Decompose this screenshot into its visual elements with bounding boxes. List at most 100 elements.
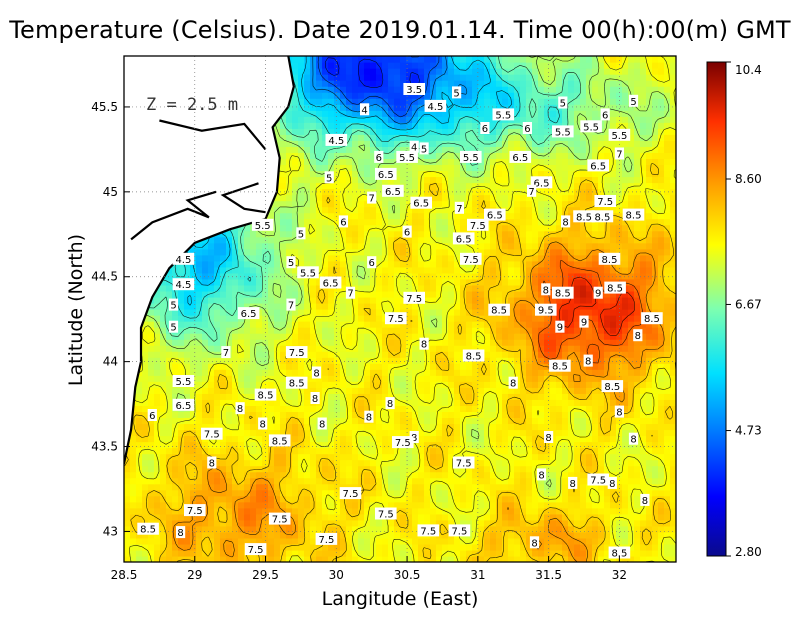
field-cell (220, 513, 227, 521)
field-cell (556, 441, 563, 449)
field-cell (466, 405, 473, 412)
field-cell (232, 405, 239, 412)
field-cell (154, 531, 161, 539)
field-cell (526, 507, 533, 515)
field-cell (406, 339, 413, 346)
field-cell (466, 549, 473, 557)
field-cell (592, 447, 599, 455)
field-cell (526, 327, 533, 334)
field-cell (478, 369, 485, 376)
field-cell (658, 381, 665, 388)
field-cell (220, 501, 227, 509)
field-cell (352, 435, 359, 443)
field-cell (202, 321, 209, 328)
field-cell (166, 507, 173, 515)
field-cell (394, 501, 401, 509)
field-cell (502, 278, 509, 286)
field-cell (460, 290, 467, 298)
field-cell (202, 423, 209, 431)
field-cell (166, 387, 173, 394)
field-cell (190, 248, 197, 256)
field-cell (172, 465, 179, 473)
field-cell (280, 549, 287, 557)
field-cell (346, 429, 353, 437)
field-cell (598, 399, 605, 406)
field-cell (400, 333, 407, 340)
field-cell (346, 242, 353, 250)
field-cell (196, 375, 203, 382)
field-cell (562, 555, 569, 562)
field-cell (304, 507, 311, 515)
field-cell (508, 309, 515, 316)
field-cell (322, 248, 329, 256)
field-cell (556, 242, 563, 250)
field-cell (574, 459, 581, 467)
field-cell (550, 399, 557, 406)
field-cell (304, 501, 311, 509)
field-cell (244, 333, 251, 340)
field-cell (358, 296, 365, 304)
field-cell (292, 327, 299, 334)
field-cell (226, 447, 233, 455)
field-cell (238, 489, 245, 497)
field-cell (370, 236, 377, 244)
field-cell (304, 278, 311, 286)
field-cell (328, 260, 335, 268)
field-cell (550, 296, 557, 304)
field-cell (490, 543, 497, 551)
field-cell (568, 549, 575, 557)
field-cell (622, 363, 629, 370)
field-cell (214, 296, 221, 304)
field-cell (346, 441, 353, 449)
field-cell (658, 465, 665, 473)
field-cell (508, 296, 515, 304)
field-cell (310, 405, 317, 412)
field-cell (286, 537, 293, 545)
field-cell (220, 543, 227, 551)
field-cell (220, 375, 227, 382)
field-cell (460, 477, 467, 485)
field-cell (508, 417, 515, 425)
field-cell (142, 321, 149, 328)
field-cell (244, 369, 251, 376)
field-cell (658, 369, 665, 376)
field-cell (598, 525, 605, 533)
field-cell (340, 345, 347, 352)
field-cell (358, 417, 365, 425)
field-cell (442, 489, 449, 497)
field-cell (640, 345, 647, 352)
field-cell (292, 309, 299, 316)
field-cell (604, 327, 611, 334)
field-cell (178, 471, 185, 479)
field-cell (604, 507, 611, 515)
field-cell (142, 555, 149, 562)
field-cell (520, 242, 527, 250)
field-cell (484, 495, 491, 503)
field-cell (400, 357, 407, 364)
field-cell (394, 290, 401, 298)
field-cell (556, 429, 563, 437)
field-cell (286, 315, 293, 322)
field-cell (502, 345, 509, 352)
field-cell (532, 549, 539, 557)
field-cell (184, 435, 191, 443)
field-cell (220, 537, 227, 545)
field-cell (202, 290, 209, 298)
field-cell (442, 465, 449, 473)
field-cell (310, 555, 317, 562)
field-cell (364, 284, 371, 292)
field-cell (244, 405, 251, 412)
field-cell (514, 477, 521, 485)
field-cell (448, 411, 455, 419)
field-cell (142, 417, 149, 425)
field-cell (160, 549, 167, 557)
field-cell (640, 333, 647, 340)
field-cell (604, 531, 611, 539)
field-cell (430, 471, 437, 479)
field-cell (580, 327, 587, 334)
field-cell (580, 525, 587, 533)
field-cell (202, 302, 209, 310)
field-cell (292, 339, 299, 346)
field-cell (586, 327, 593, 334)
field-cell (394, 278, 401, 286)
